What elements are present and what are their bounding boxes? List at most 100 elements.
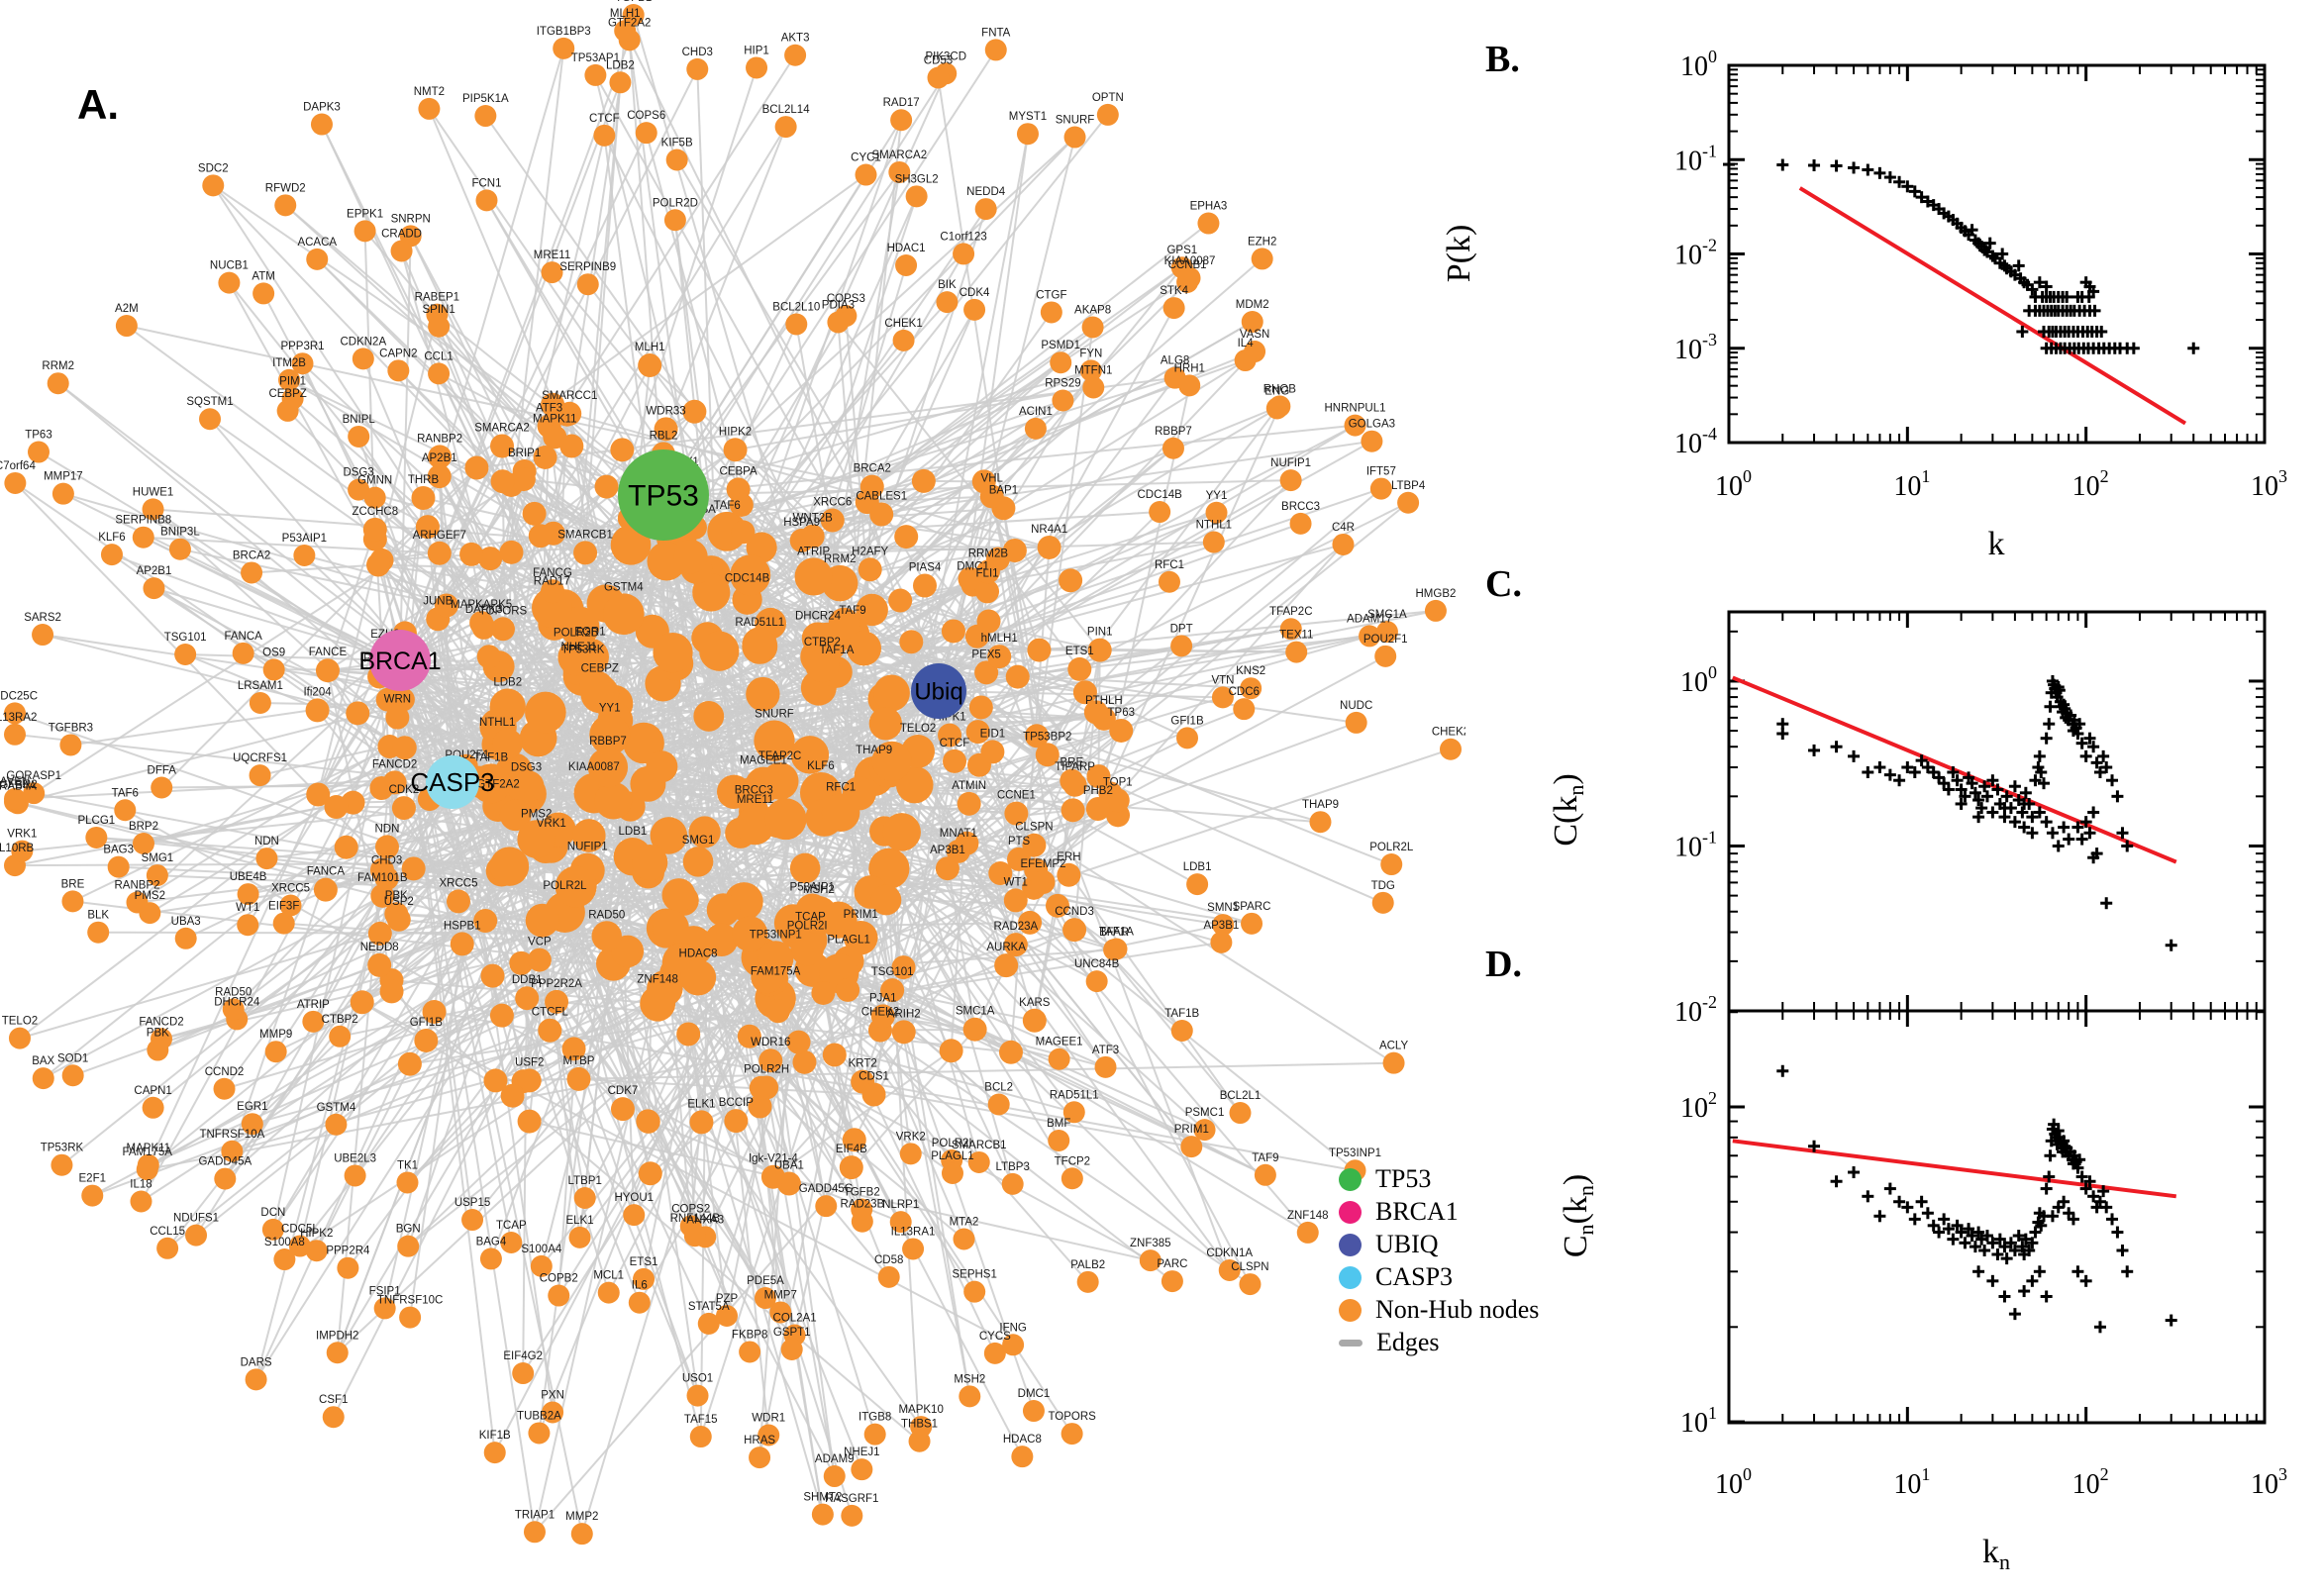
svg-text:EPHA3: EPHA3: [1190, 201, 1228, 213]
svg-text:TP63: TP63: [25, 430, 52, 442]
svg-text:TDG: TDG: [1371, 880, 1395, 892]
svg-text:GADD45G: GADD45G: [799, 1183, 854, 1195]
svg-text:POLR2H: POLR2H: [744, 1063, 789, 1075]
svg-text:ERH: ERH: [1057, 851, 1080, 863]
svg-text:P53AIP1: P53AIP1: [282, 533, 327, 545]
svg-text:GOLGA3: GOLGA3: [1349, 419, 1395, 431]
svg-text:MYST1: MYST1: [1009, 111, 1047, 123]
svg-text:RNF144B: RNF144B: [670, 1213, 721, 1225]
svg-text:NMT2: NMT2: [414, 86, 445, 98]
svg-text:FKBP8: FKBP8: [732, 1329, 767, 1341]
svg-text:FYN: FYN: [1079, 348, 1102, 359]
svg-text:RRM2: RRM2: [824, 553, 857, 565]
svg-text:PIAS4: PIAS4: [909, 562, 942, 574]
svg-text:CRADD: CRADD: [381, 228, 422, 240]
svg-text:RAD17: RAD17: [534, 576, 570, 588]
svg-text:MTFN1: MTFN1: [1074, 364, 1112, 376]
svg-text:OPTN: OPTN: [1092, 92, 1124, 104]
svg-text:PIK3CD: PIK3CD: [925, 50, 966, 62]
svg-text:BCL2L10: BCL2L10: [772, 302, 820, 314]
svg-text:CDK2: CDK2: [389, 784, 420, 796]
svg-text:PDE5A: PDE5A: [747, 1275, 784, 1287]
svg-text:NR4A1: NR4A1: [1031, 524, 1067, 536]
svg-text:SNURF: SNURF: [755, 709, 794, 721]
svg-text:HIP1: HIP1: [744, 45, 769, 56]
svg-text:BRIP1: BRIP1: [508, 448, 541, 459]
svg-text:SOD1: SOD1: [57, 1052, 88, 1064]
svg-text:PRIM1: PRIM1: [1174, 1124, 1209, 1136]
svg-text:IL4: IL4: [1238, 338, 1255, 349]
svg-text:TNFRSF10C: TNFRSF10C: [377, 1295, 443, 1307]
fit-line: [1732, 1139, 2177, 1199]
svg-text:UQCRFS1: UQCRFS1: [233, 752, 287, 764]
svg-text:GFI1B: GFI1B: [410, 1017, 444, 1029]
svg-text:BRCC3: BRCC3: [735, 784, 773, 796]
svg-text:GMNN: GMNN: [357, 475, 392, 487]
network-legend: TP53 BRCA1 UBIQ CASP3 Non-Hub nodes Edges: [1339, 1164, 1539, 1362]
svg-text:POLR2I: POLR2I: [787, 921, 828, 933]
tick-label: 100: [1680, 662, 1717, 698]
svg-text:BRE: BRE: [1060, 757, 1083, 769]
svg-text:IL13RA2: IL13RA2: [0, 712, 37, 724]
svg-text:VASN: VASN: [1240, 329, 1269, 341]
svg-text:ZNF385: ZNF385: [1130, 1238, 1171, 1249]
svg-text:DDB1: DDB1: [512, 974, 543, 986]
svg-text:PLAGL1: PLAGL1: [827, 934, 869, 946]
hub-nodes: TP53 BRCA1 Ubiq CASP3: [358, 449, 966, 809]
svg-text:ZNF148: ZNF148: [1287, 1210, 1329, 1222]
tick-label: 101: [1893, 466, 1930, 502]
svg-text:SDC2: SDC2: [198, 162, 229, 174]
svg-text:TP53RK: TP53RK: [41, 1143, 84, 1154]
scatter-points: [1776, 1064, 2177, 1334]
svg-text:FLI1: FLI1: [976, 567, 999, 579]
tick-label: 103: [2251, 466, 2287, 502]
svg-text:ETS1: ETS1: [630, 1256, 658, 1268]
svg-text:RAD50: RAD50: [588, 909, 625, 921]
node-swatch-icon: [1339, 1298, 1362, 1322]
svg-text:Igk-V21-4: Igk-V21-4: [749, 1153, 798, 1165]
svg-text:C4R: C4R: [1332, 522, 1355, 534]
svg-text:CYC1: CYC1: [851, 152, 881, 164]
svg-text:MMP7: MMP7: [764, 1289, 797, 1301]
svg-text:KIF1B: KIF1B: [479, 1430, 511, 1442]
svg-text:UBA1: UBA1: [774, 1160, 804, 1172]
legend-item-edges: Edges: [1339, 1328, 1539, 1356]
svg-text:OS9: OS9: [262, 647, 285, 658]
svg-text:NHEJ1: NHEJ1: [844, 1446, 879, 1458]
svg-text:SERPINB9: SERPINB9: [559, 261, 616, 273]
svg-text:KLF6: KLF6: [807, 760, 835, 772]
tick-label: 10-1: [1674, 141, 1717, 176]
scatter-points: [1776, 674, 2177, 951]
svg-text:H2AFY: H2AFY: [852, 546, 888, 557]
tick-label: 100: [1715, 1464, 1752, 1500]
svg-text:KNS2: KNS2: [1236, 665, 1265, 677]
svg-text:TP53INP1: TP53INP1: [750, 929, 802, 941]
svg-text:COPS2: COPS2: [671, 1203, 710, 1215]
svg-text:RAD51L1: RAD51L1: [1050, 1089, 1099, 1101]
svg-text:TRIAP1: TRIAP1: [515, 1509, 555, 1521]
svg-text:PPP2R2A: PPP2R2A: [531, 978, 582, 990]
svg-text:HDAC8: HDAC8: [1003, 1434, 1042, 1446]
svg-text:DPT: DPT: [1170, 623, 1193, 635]
svg-text:AP2B1: AP2B1: [422, 452, 457, 464]
svg-text:CDC14B: CDC14B: [725, 573, 770, 585]
legend-label: TP53: [1375, 1164, 1432, 1193]
panel-d-plot: 102 101 100 101 102 103 Cn​(kn​) kn​: [1558, 1009, 2287, 1574]
svg-text:BAG4: BAG4: [476, 1236, 507, 1247]
svg-text:PTHLH: PTHLH: [1085, 695, 1123, 707]
svg-text:SARS2: SARS2: [24, 612, 61, 624]
svg-text:ATM: ATM: [252, 270, 274, 282]
legend-label: UBIQ: [1375, 1230, 1439, 1258]
axis-title: P(k): [1441, 225, 1477, 283]
hub-node-brca1: [369, 630, 431, 691]
svg-text:EIF4B: EIF4B: [836, 1144, 867, 1155]
svg-text:COPB2: COPB2: [540, 1273, 578, 1285]
tick-label: 10-4: [1674, 424, 1717, 459]
svg-text:KARS: KARS: [1019, 997, 1051, 1009]
svg-text:CEBPZ: CEBPZ: [581, 663, 619, 675]
tick-label: 10-2: [1674, 992, 1717, 1028]
svg-text:EPPK1: EPPK1: [347, 208, 383, 220]
svg-text:FANCD2: FANCD2: [139, 1016, 183, 1028]
svg-text:P53AIP1: P53AIP1: [790, 882, 835, 894]
hub-label-casp3: CASP3: [410, 767, 494, 797]
